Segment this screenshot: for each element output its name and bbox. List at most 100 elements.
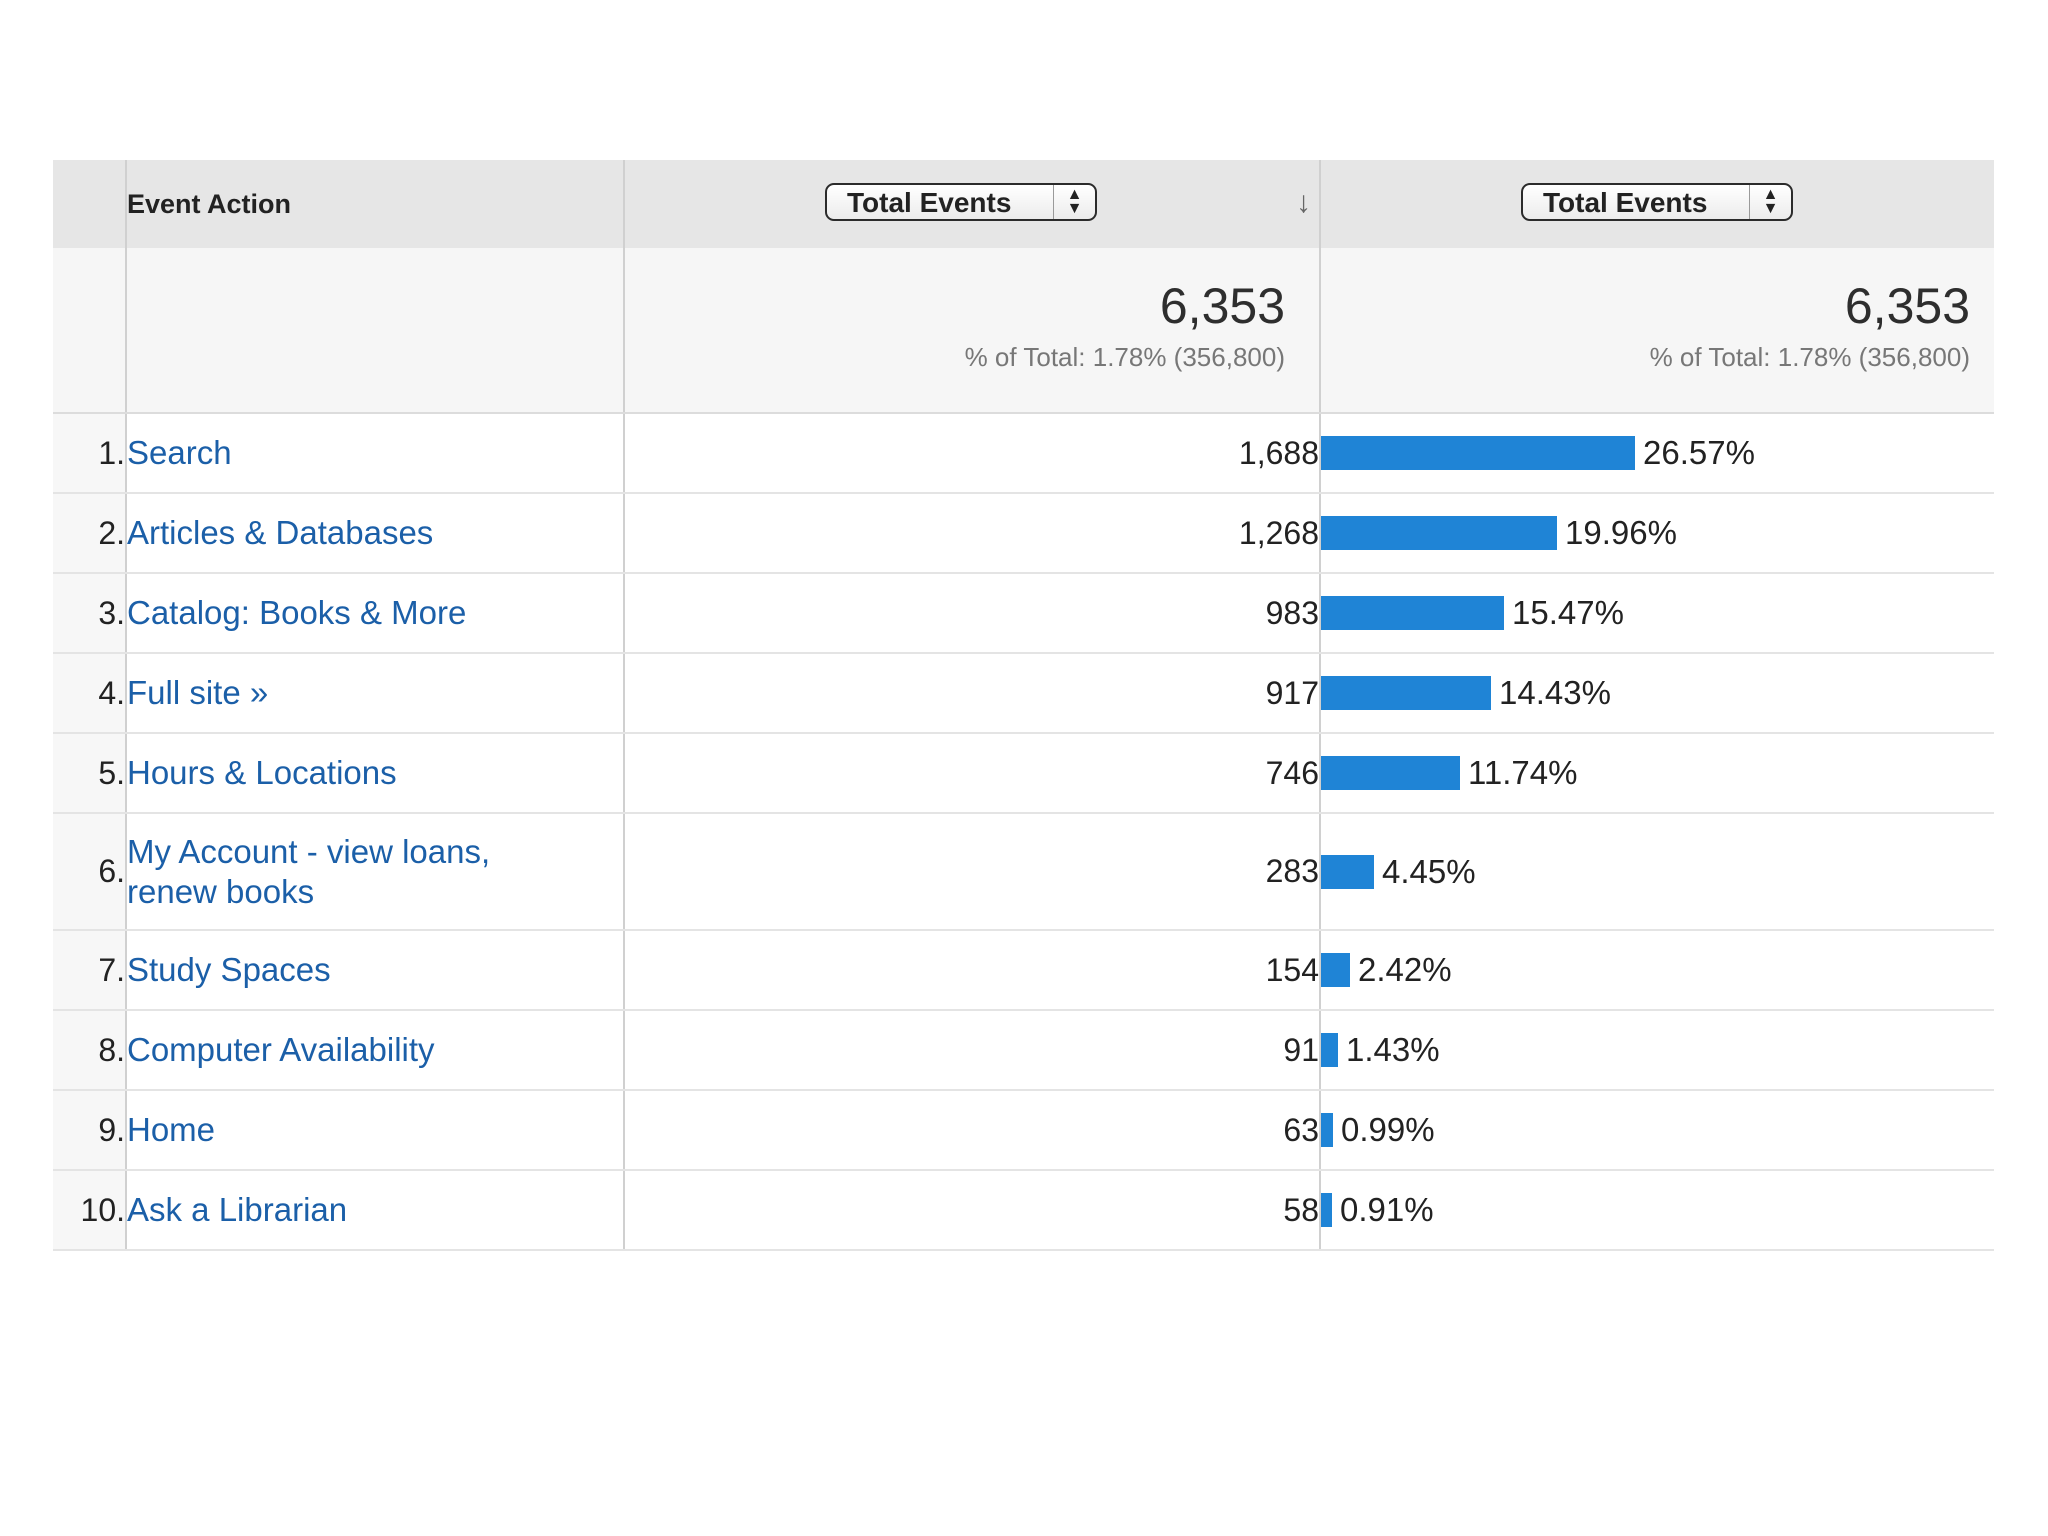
percent-label: 0.91%	[1340, 1191, 1434, 1228]
total-percent-1: % of Total: 1.78% (356,800)	[964, 342, 1285, 372]
metric-select-1-label: Total Events	[847, 187, 1012, 218]
row-value: 283	[623, 813, 1320, 931]
row-percent-cell: 15.47%	[1319, 573, 1994, 654]
row-value: 983	[623, 573, 1320, 654]
sort-descending-icon[interactable]: ↓	[1296, 186, 1311, 219]
row-percent-cell: 26.57%	[1319, 413, 1994, 494]
percent-bar	[1321, 1033, 1338, 1067]
event-action-link[interactable]: My Account - view loans, renew books	[127, 832, 491, 910]
totals-metric-2: 6,353 % of Total: 1.78% (356,800)	[1319, 248, 1994, 414]
event-action-link[interactable]: Search	[127, 434, 232, 471]
table-row: 8. Computer Availability 91 1.43%	[53, 1010, 1994, 1091]
event-action-report-table: Event Action Total Events ▲ ▼ ↓ Total Eve…	[53, 160, 1994, 1251]
row-value: 58	[623, 1170, 1320, 1251]
row-name-cell: My Account - view loans, renew books	[125, 813, 624, 931]
totals-index-cell	[53, 248, 126, 414]
percent-label: 1.43%	[1346, 1031, 1440, 1068]
bar-container: 1.43%	[1321, 1011, 1994, 1089]
row-percent-cell: 0.99%	[1319, 1090, 1994, 1171]
row-index: 9.	[53, 1090, 126, 1171]
row-index: 5.	[53, 733, 126, 814]
table-row: 3. Catalog: Books & More 983 15.47%	[53, 573, 1994, 654]
percent-bar	[1321, 676, 1491, 710]
row-name-cell: Search	[125, 413, 624, 494]
event-action-link[interactable]: Hours & Locations	[127, 754, 397, 791]
index-header	[53, 160, 126, 248]
row-name-cell: Articles & Databases	[125, 493, 624, 574]
table-header-row: Event Action Total Events ▲ ▼ ↓ Total Eve…	[53, 160, 1994, 248]
row-index: 7.	[53, 930, 126, 1011]
dimension-header[interactable]: Event Action	[125, 160, 624, 248]
bar-container: 0.99%	[1321, 1091, 1994, 1169]
metric-select-2[interactable]: Total Events ▲ ▼	[1521, 183, 1793, 221]
total-percent-2: % of Total: 1.78% (356,800)	[1649, 342, 1970, 372]
percent-bar	[1321, 1113, 1333, 1147]
row-percent-cell: 4.45%	[1319, 813, 1994, 931]
metric-2-header: Total Events ▲ ▼	[1319, 160, 1994, 248]
total-value-1: 6,353	[1159, 278, 1285, 334]
percent-label: 4.45%	[1382, 852, 1476, 890]
table-row: 1. Search 1,688 26.57%	[53, 413, 1994, 494]
event-action-link[interactable]: Study Spaces	[127, 951, 331, 988]
total-value-2: 6,353	[1844, 278, 1970, 334]
row-percent-cell: 2.42%	[1319, 930, 1994, 1011]
percent-bar	[1321, 596, 1504, 630]
totals-name-cell	[125, 248, 624, 414]
row-value: 154	[623, 930, 1320, 1011]
updown-arrows-icon: ▲ ▼	[1053, 185, 1095, 219]
event-action-link[interactable]: Catalog: Books & More	[127, 594, 467, 631]
row-index: 1.	[53, 413, 126, 494]
event-action-link[interactable]: Computer Availability	[127, 1031, 435, 1068]
updown-arrows-icon: ▲ ▼	[1749, 185, 1791, 219]
row-name-cell: Hours & Locations	[125, 733, 624, 814]
event-action-link[interactable]: Home	[127, 1111, 216, 1148]
percent-label: 0.99%	[1341, 1111, 1435, 1148]
table-row: 7. Study Spaces 154 2.42%	[53, 930, 1994, 1011]
bar-container: 14.43%	[1321, 654, 1994, 732]
percent-label: 26.57%	[1643, 434, 1755, 471]
table-row: 4. Full site » 917 14.43%	[53, 653, 1994, 734]
event-action-link[interactable]: Ask a Librarian	[127, 1191, 348, 1228]
row-percent-cell: 19.96%	[1319, 493, 1994, 574]
percent-bar	[1321, 854, 1374, 889]
row-index: 10.	[53, 1170, 126, 1251]
percent-bar	[1321, 756, 1460, 790]
row-name-cell: Catalog: Books & More	[125, 573, 624, 654]
totals-metric-1: 6,353 % of Total: 1.78% (356,800)	[623, 248, 1320, 414]
table-row: 10. Ask a Librarian 58 0.91%	[53, 1170, 1994, 1251]
percent-label: 15.47%	[1512, 594, 1624, 631]
row-name-cell: Ask a Librarian	[125, 1170, 624, 1251]
row-percent-cell: 1.43%	[1319, 1010, 1994, 1091]
row-name-cell: Home	[125, 1090, 624, 1171]
metric-select-1[interactable]: Total Events ▲ ▼	[825, 183, 1097, 221]
bar-container: 2.42%	[1321, 931, 1994, 1009]
row-name-cell: Full site »	[125, 653, 624, 734]
percent-bar	[1321, 953, 1350, 987]
row-name-cell: Computer Availability	[125, 1010, 624, 1091]
bar-container: 26.57%	[1321, 414, 1994, 492]
row-value: 746	[623, 733, 1320, 814]
table-row: 6. My Account - view loans, renew books 28…	[53, 813, 1994, 931]
percent-bar	[1321, 1193, 1332, 1227]
bar-container: 15.47%	[1321, 574, 1994, 652]
bar-container: 11.74%	[1321, 734, 1994, 812]
bar-container: 4.45%	[1321, 814, 1994, 929]
percent-label: 14.43%	[1499, 674, 1611, 711]
percent-bar	[1321, 516, 1557, 550]
row-value: 917	[623, 653, 1320, 734]
row-percent-cell: 14.43%	[1319, 653, 1994, 734]
row-index: 4.	[53, 653, 126, 734]
row-index: 3.	[53, 573, 126, 654]
row-value: 1,268	[623, 493, 1320, 574]
row-value: 91	[623, 1010, 1320, 1091]
event-action-link[interactable]: Articles & Databases	[127, 514, 434, 551]
percent-label: 19.96%	[1565, 514, 1677, 551]
row-index: 2.	[53, 493, 126, 574]
row-percent-cell: 11.74%	[1319, 733, 1994, 814]
row-name-cell: Study Spaces	[125, 930, 624, 1011]
bar-container: 19.96%	[1321, 494, 1994, 572]
percent-label: 2.42%	[1358, 951, 1452, 988]
percent-label: 11.74%	[1468, 754, 1578, 791]
event-action-link[interactable]: Full site »	[127, 674, 269, 711]
percent-bar	[1321, 436, 1635, 470]
